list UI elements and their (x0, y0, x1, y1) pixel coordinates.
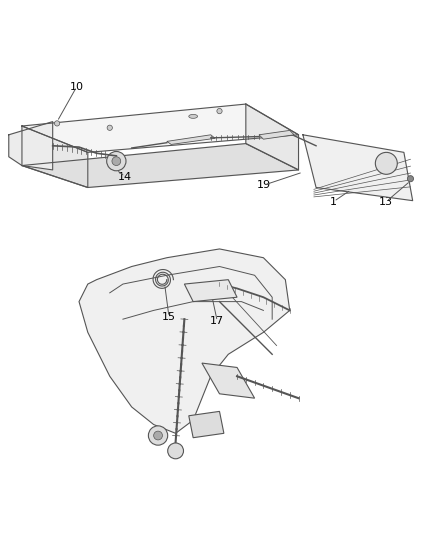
Polygon shape (258, 131, 293, 139)
Circle shape (216, 108, 222, 114)
Polygon shape (22, 126, 88, 188)
Circle shape (406, 176, 413, 182)
Text: 14: 14 (118, 172, 132, 182)
Text: 17: 17 (210, 317, 224, 326)
PathPatch shape (79, 249, 289, 433)
Text: 13: 13 (378, 197, 392, 206)
Polygon shape (9, 122, 53, 170)
Polygon shape (22, 104, 298, 152)
Circle shape (148, 426, 167, 445)
Text: 19: 19 (256, 180, 270, 190)
Circle shape (374, 152, 396, 174)
Polygon shape (245, 104, 298, 170)
Polygon shape (166, 135, 215, 144)
Text: 10: 10 (70, 82, 84, 92)
Polygon shape (201, 363, 254, 398)
Text: 1: 1 (329, 197, 336, 206)
Circle shape (107, 125, 112, 131)
Ellipse shape (188, 115, 197, 118)
Polygon shape (184, 280, 237, 302)
Circle shape (167, 443, 183, 459)
Circle shape (106, 151, 126, 171)
Text: 15: 15 (162, 312, 176, 322)
Circle shape (153, 431, 162, 440)
Polygon shape (22, 143, 298, 188)
Polygon shape (302, 135, 412, 200)
Circle shape (54, 121, 60, 126)
Polygon shape (188, 411, 223, 438)
Circle shape (112, 157, 120, 166)
